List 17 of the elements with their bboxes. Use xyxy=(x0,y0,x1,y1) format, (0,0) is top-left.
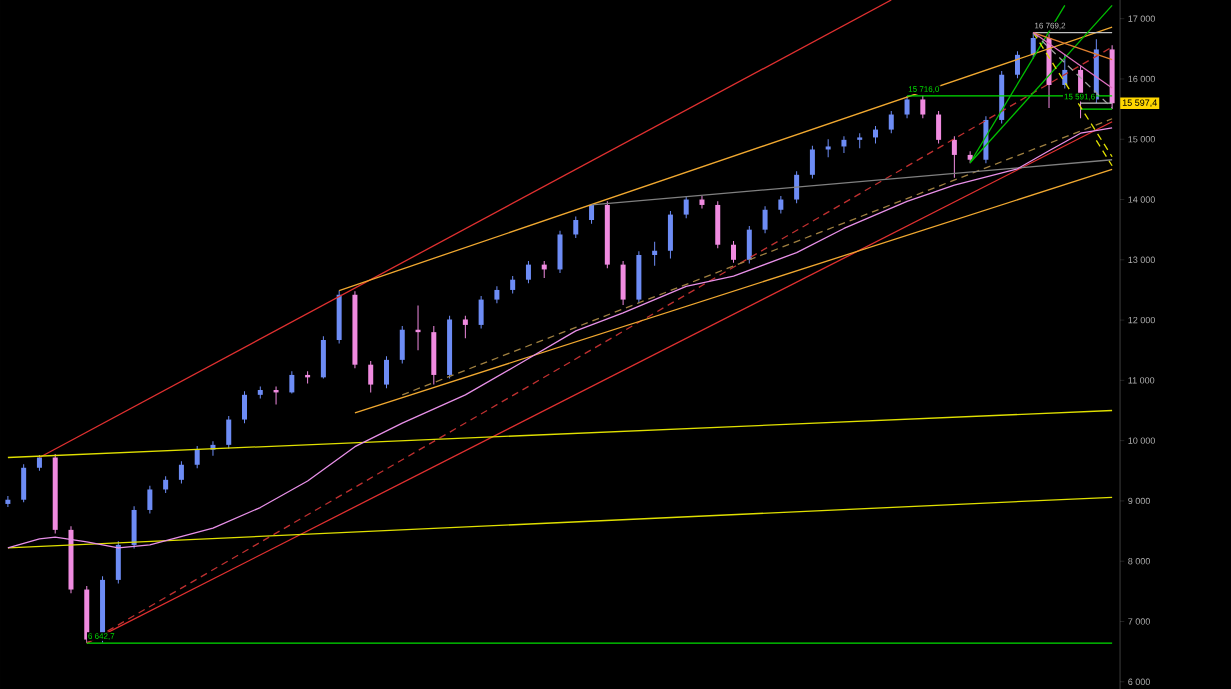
y-tick-label: 7 000 xyxy=(1128,618,1150,625)
y-tick-label: 15 000 xyxy=(1128,136,1155,143)
y-tick-label: 12 000 xyxy=(1128,316,1155,324)
y-tick-label: 8 000 xyxy=(1128,558,1150,565)
y-tick-label: 11 000 xyxy=(1128,377,1155,384)
y-tick-label: 6 000 xyxy=(1128,678,1150,685)
y-tick-label: 13 000 xyxy=(1128,256,1155,263)
annotation: 15 591,6 xyxy=(1064,93,1095,101)
text: 15 597,4 xyxy=(1122,99,1157,107)
y-tick-label: 16 000 xyxy=(1128,75,1155,83)
y-tick-label: 17 000 xyxy=(1128,15,1155,22)
y-tick-label: 14 000 xyxy=(1128,196,1155,203)
annotation: 16 769,2 xyxy=(1035,22,1066,30)
annotation: 15 716,0 xyxy=(908,86,940,93)
y-tick-label: 10 000 xyxy=(1128,437,1155,444)
y-tick-label: 9 000 xyxy=(1128,497,1150,505)
annotation: 6 642,7 xyxy=(88,633,115,640)
